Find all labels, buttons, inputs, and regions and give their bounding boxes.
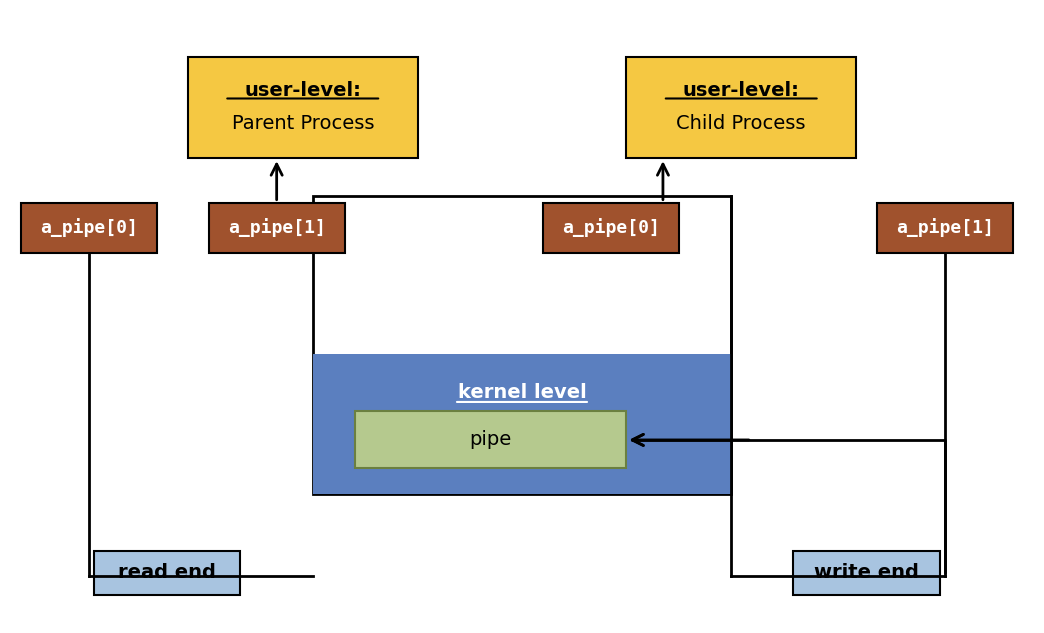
FancyBboxPatch shape bbox=[626, 57, 856, 158]
Text: Child Process: Child Process bbox=[677, 115, 806, 134]
FancyBboxPatch shape bbox=[355, 411, 626, 468]
FancyBboxPatch shape bbox=[793, 551, 940, 595]
Text: kernel level: kernel level bbox=[457, 383, 587, 402]
Text: write end: write end bbox=[814, 563, 919, 582]
FancyBboxPatch shape bbox=[877, 203, 1013, 253]
FancyBboxPatch shape bbox=[209, 203, 345, 253]
FancyBboxPatch shape bbox=[21, 203, 157, 253]
FancyBboxPatch shape bbox=[543, 203, 679, 253]
Text: user-level:: user-level: bbox=[683, 81, 800, 100]
FancyBboxPatch shape bbox=[313, 354, 731, 494]
Text: a_pipe[0]: a_pipe[0] bbox=[40, 218, 138, 237]
Text: Parent Process: Parent Process bbox=[232, 115, 374, 134]
Text: a_pipe[1]: a_pipe[1] bbox=[228, 218, 326, 237]
FancyBboxPatch shape bbox=[188, 57, 418, 158]
Text: a_pipe[1]: a_pipe[1] bbox=[896, 218, 994, 237]
Text: user-level:: user-level: bbox=[244, 81, 361, 100]
Text: pipe: pipe bbox=[470, 430, 512, 449]
FancyBboxPatch shape bbox=[94, 551, 240, 595]
Text: a_pipe[0]: a_pipe[0] bbox=[562, 218, 660, 237]
Text: read end: read end bbox=[118, 563, 216, 582]
FancyBboxPatch shape bbox=[313, 196, 731, 494]
